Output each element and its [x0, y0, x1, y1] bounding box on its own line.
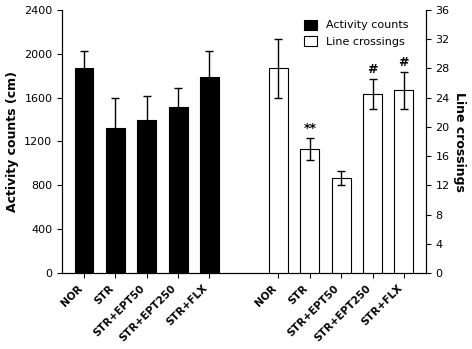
Bar [395, 90, 413, 273]
Legend: Activity counts, Line crossings: Activity counts, Line crossings [299, 15, 413, 51]
Bar [332, 178, 351, 273]
Bar [169, 107, 187, 273]
Bar [300, 149, 319, 273]
Bar [363, 94, 382, 273]
Y-axis label: Activity counts (cm): Activity counts (cm) [6, 71, 18, 212]
Text: #: # [367, 63, 378, 76]
Bar [269, 68, 288, 273]
Bar [106, 128, 125, 273]
Y-axis label: Line crossings: Line crossings [454, 91, 466, 192]
Bar [200, 77, 219, 273]
Text: #: # [399, 55, 409, 68]
Bar [75, 68, 93, 273]
Bar [137, 119, 156, 273]
Text: **: ** [303, 121, 316, 134]
